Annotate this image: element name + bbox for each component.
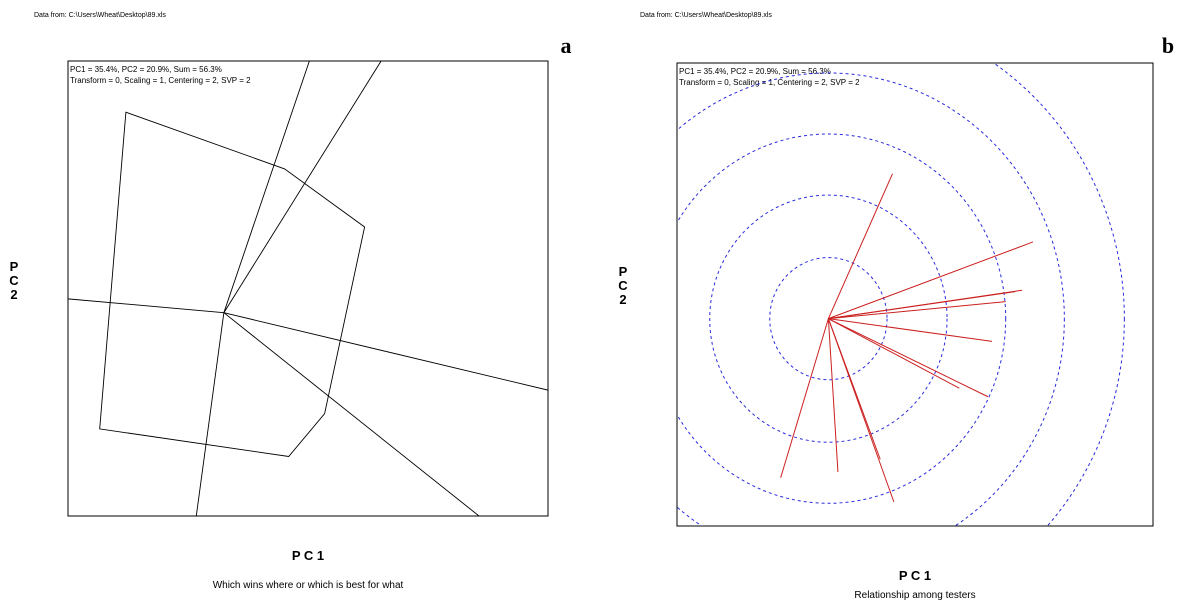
panel-b-y-axis-title: P C 2	[618, 264, 628, 307]
panel-a-polygon-hull	[99, 111, 366, 457]
panel-a-stats-line-2: Transform = 0, Scaling = 1, Centering = …	[70, 76, 251, 85]
panel-a: Data from: C:\Users\Wheat\Desktop\89.xls…	[9, 12, 571, 591]
panel-a-plot-frame	[67, 60, 549, 517]
panel-b-data-source: Data from: C:\Users\Wheat\Desktop\89.xls	[640, 12, 772, 19]
panel-b-y-axis-title-c: C	[618, 278, 628, 293]
panel-a-y-axis-title-2: 2	[10, 287, 17, 302]
panel-b-vector-total	[828, 289, 1023, 320]
panel-a-stats-line-1: PC1 = 35.4%, PC2 = 20.9%, Sum = 56.3%	[70, 65, 222, 74]
panel-a-caption: Which wins where or which is best for wh…	[213, 580, 404, 591]
panel-b-vector-cha	[828, 241, 1034, 320]
panel-b-concentric-circle	[677, 72, 1065, 526]
panel-b-vector-fe	[780, 318, 829, 478]
panel-a-data-source: Data from: C:\Users\Wheat\Desktop\89.xls	[34, 12, 166, 19]
panel-b-tester-vectors	[780, 173, 1034, 503]
panel-b-concentric-circle	[769, 257, 888, 381]
panel-b-concentric-circle	[709, 194, 948, 443]
panel-b-concentric-circle	[677, 133, 1007, 504]
panel-b-letter: b	[1162, 33, 1174, 58]
panel-a-sector-ray	[68, 298, 224, 314]
panel-b-concentric-circle	[992, 63, 1125, 526]
panel-b-vector-cart	[828, 318, 993, 342]
panel-b-vector-spad	[828, 301, 1006, 320]
panel-a-letter: a	[561, 33, 572, 58]
panel-a-sector-ray	[223, 61, 382, 313]
panel-b-y-axis-title-p: P	[619, 264, 628, 279]
panel-b-x-axis-title: P C 1	[899, 568, 931, 583]
panel-b-stats-line-1: PC1 = 35.4%, PC2 = 20.9%, Sum = 56.3%	[679, 67, 831, 76]
panel-b-vector-zn	[827, 318, 839, 473]
panel-a-sector-ray	[223, 312, 480, 516]
panel-b-vector-chb	[828, 318, 989, 398]
panel-b: Data from: C:\Users\Wheat\Desktop\89.xls…	[618, 12, 1174, 601]
panel-a-sector-ray	[223, 312, 548, 391]
panel-b-stats-line-2: Transform = 0, Scaling = 1, Centering = …	[679, 78, 860, 87]
panel-a-y-axis-title: P C 2	[9, 259, 19, 302]
panel-a-sector-rays	[68, 61, 548, 516]
panel-a-sector-ray	[223, 61, 310, 313]
panel-b-y-axis-title-2: 2	[619, 292, 626, 307]
panel-b-vector-ca	[827, 318, 895, 503]
panel-b-vector-ab	[827, 173, 893, 319]
panel-b-caption: Relationship among testers	[854, 590, 975, 601]
panel-a-y-axis-title-p: P	[10, 259, 19, 274]
panel-b-plot-frame	[676, 62, 1154, 527]
panel-b-vector-rwc	[828, 318, 960, 389]
panel-b-concentric-circles	[677, 63, 1125, 526]
panel-a-sector-ray	[195, 312, 225, 516]
panel-a-y-axis-title-c: C	[9, 273, 19, 288]
panel-a-x-axis-title: P C 1	[292, 548, 324, 563]
